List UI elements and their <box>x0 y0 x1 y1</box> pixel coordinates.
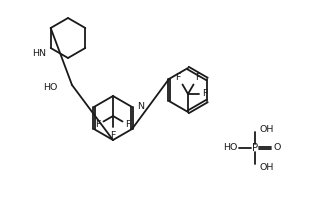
Text: P: P <box>252 143 258 153</box>
Text: HN: HN <box>32 49 46 59</box>
Text: OH: OH <box>260 162 275 171</box>
Text: OH: OH <box>260 124 275 134</box>
Text: O: O <box>274 143 281 153</box>
Text: HO: HO <box>44 83 58 93</box>
Text: F: F <box>95 120 100 129</box>
Text: F: F <box>126 120 131 129</box>
Text: F: F <box>202 89 208 99</box>
Text: N: N <box>137 102 144 112</box>
Text: F: F <box>196 74 201 82</box>
Text: F: F <box>110 131 116 140</box>
Text: F: F <box>175 74 181 82</box>
Text: HO: HO <box>223 143 237 153</box>
